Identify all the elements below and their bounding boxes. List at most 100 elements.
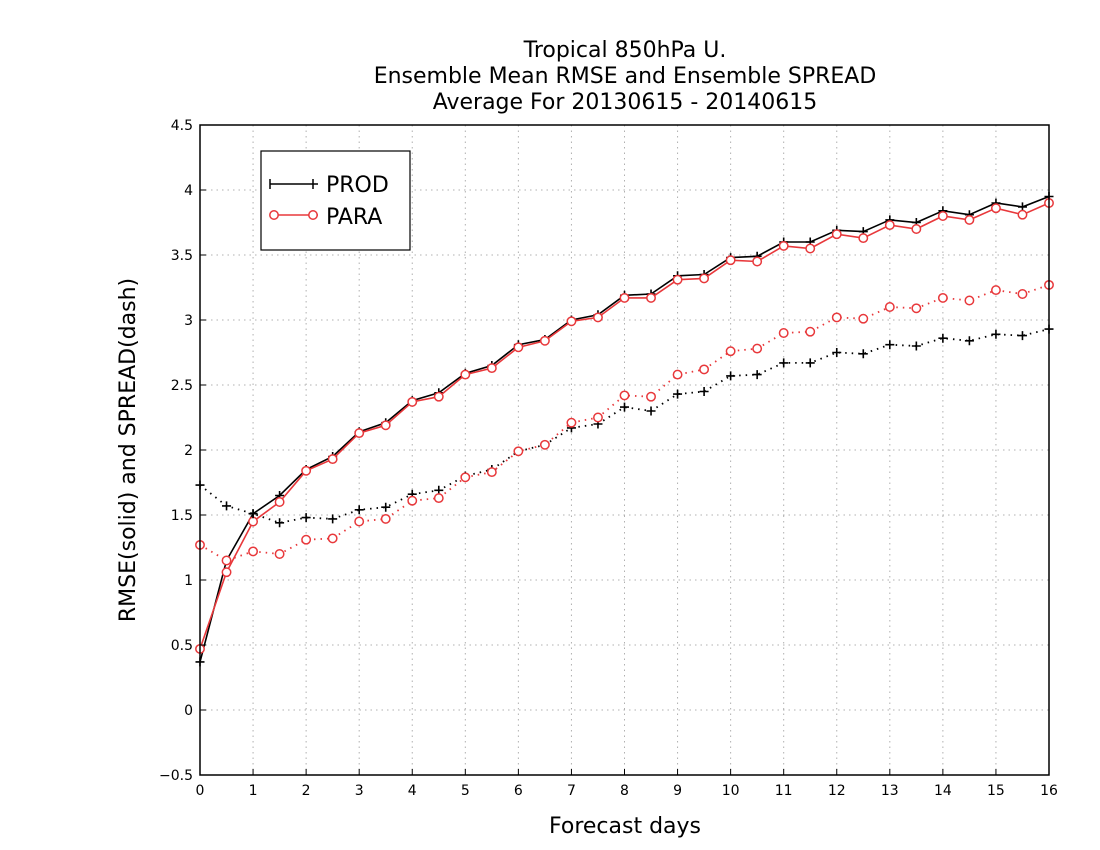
legend: PROD PARA bbox=[260, 150, 411, 251]
data-point-para-rmse bbox=[646, 292, 656, 303]
legend-prod-label: PROD bbox=[326, 173, 389, 198]
y-tick-label: 4.5 bbox=[171, 118, 193, 134]
data-point-para-rmse bbox=[380, 420, 391, 431]
data-point-para-rmse bbox=[937, 211, 948, 221]
data-point-para-spread bbox=[725, 346, 736, 357]
x-tick-label: 15 bbox=[987, 783, 1005, 799]
data-point-prod-spread bbox=[646, 406, 656, 416]
data-point-para-spread bbox=[752, 343, 763, 354]
data-point-prod-spread bbox=[673, 389, 683, 399]
y-tick-label: 3 bbox=[184, 313, 193, 329]
data-point-para-rmse bbox=[593, 312, 603, 323]
x-tick-label: 7 bbox=[567, 783, 576, 799]
data-point-para-spread bbox=[884, 302, 895, 312]
x-tick-label: 2 bbox=[302, 783, 311, 799]
data-point-prod-spread bbox=[991, 329, 1001, 339]
data-point-para-rmse bbox=[301, 465, 312, 476]
data-point-para-rmse bbox=[699, 273, 710, 284]
data-point-para-rmse bbox=[805, 243, 816, 254]
data-point-para-spread bbox=[513, 446, 524, 457]
data-point-para-spread bbox=[593, 412, 603, 423]
data-point-para-rmse bbox=[248, 516, 259, 527]
data-point-para-spread bbox=[433, 493, 444, 504]
y-tick-label: 0.5 bbox=[171, 638, 193, 654]
data-point-para-spread bbox=[539, 439, 550, 450]
data-point-para-spread bbox=[354, 516, 365, 527]
data-point-para-rmse bbox=[539, 335, 550, 346]
data-point-para-spread bbox=[778, 328, 789, 338]
data-point-para-rmse bbox=[725, 255, 736, 266]
y-tick-label: 2.5 bbox=[171, 378, 193, 394]
grid bbox=[200, 125, 1049, 775]
data-point-para-spread bbox=[301, 534, 312, 545]
y-tick-label: 3.5 bbox=[171, 248, 193, 264]
x-tick-label: 14 bbox=[934, 783, 952, 799]
data-point-prod-spread bbox=[911, 341, 921, 351]
data-point-prod-spread bbox=[805, 358, 815, 368]
data-point-para-rmse bbox=[433, 391, 444, 402]
data-point-prod-spread bbox=[381, 502, 391, 512]
data-point-para-spread bbox=[805, 326, 816, 337]
data-point-prod-spread bbox=[832, 348, 842, 357]
data-point-para-spread bbox=[460, 472, 471, 483]
chart-title-line-3: Average For 20130615 - 20140615 bbox=[433, 90, 818, 115]
data-point-para-rmse bbox=[990, 203, 1001, 214]
chart-title-line-1: Tropical 850hPa U. bbox=[523, 38, 727, 63]
data-point-prod-spread bbox=[938, 333, 948, 343]
data-point-para-rmse bbox=[619, 292, 630, 303]
data-point-para-spread bbox=[619, 390, 630, 401]
axis-ticks: 0 1 2 3 4 5 6 7 8 9 10 11 12 13 14 15 16−0.500.511.522.5… bbox=[159, 118, 1058, 799]
data-point-prod-spread bbox=[328, 514, 338, 524]
data-point-para-spread bbox=[911, 303, 922, 314]
data-point-para-spread bbox=[964, 295, 975, 306]
data-point-prod-spread bbox=[275, 518, 285, 528]
data-point-para-spread bbox=[1017, 289, 1028, 299]
data-point-para-spread bbox=[221, 555, 232, 566]
series-para-spread bbox=[195, 279, 1054, 566]
data-point-para-rmse bbox=[1017, 209, 1028, 220]
data-point-prod-spread bbox=[858, 349, 868, 359]
data-point-para-spread bbox=[699, 364, 710, 375]
x-tick-label: 8 bbox=[620, 783, 629, 799]
legend-para-circle-marker bbox=[269, 210, 279, 220]
y-tick-label: 1 bbox=[184, 573, 193, 589]
data-point-para-rmse bbox=[327, 454, 338, 465]
x-tick-label: 3 bbox=[355, 783, 364, 799]
data-point-para-spread bbox=[380, 513, 391, 524]
data-point-prod-spread bbox=[301, 513, 311, 523]
data-point-para-rmse bbox=[778, 240, 789, 251]
y-axis-title: RMSE(solid) and SPREAD(dash) bbox=[116, 278, 141, 622]
data-point-para-spread bbox=[646, 391, 656, 402]
data-point-prod-spread bbox=[620, 402, 629, 412]
x-tick-label: 12 bbox=[828, 783, 846, 799]
data-point-prod-spread bbox=[354, 505, 364, 515]
data-point-prod-spread bbox=[779, 358, 789, 368]
data-point-para-spread bbox=[486, 467, 497, 478]
legend-para-label: PARA bbox=[326, 205, 382, 230]
data-point-para-rmse bbox=[221, 567, 232, 578]
y-tick-label: 2 bbox=[184, 443, 193, 459]
series-para-rmse bbox=[195, 198, 1054, 654]
y-tick-label: 1.5 bbox=[171, 508, 193, 524]
data-point-prod-spread bbox=[726, 371, 736, 381]
data-point-para-spread bbox=[327, 533, 338, 544]
x-tick-label: 6 bbox=[514, 783, 523, 799]
legend-box bbox=[260, 150, 411, 251]
data-point-para-rmse bbox=[486, 363, 497, 374]
data-point-para-rmse bbox=[831, 229, 842, 240]
data-point-para-rmse bbox=[911, 224, 922, 234]
x-tick-label: 0 bbox=[196, 783, 205, 799]
data-point-para-rmse bbox=[274, 497, 285, 507]
data-point-prod-spread bbox=[699, 387, 709, 396]
y-tick-label: −0.5 bbox=[159, 768, 193, 784]
x-tick-label: 16 bbox=[1040, 783, 1058, 799]
data-point-para-spread bbox=[672, 369, 683, 380]
data-point-para-rmse bbox=[884, 220, 895, 231]
plot-series bbox=[195, 192, 1054, 667]
y-tick-label: 0 bbox=[184, 703, 193, 719]
x-tick-label: 9 bbox=[673, 783, 682, 799]
x-axis-title: Forecast days bbox=[549, 814, 701, 839]
x-tick-label: 1 bbox=[249, 783, 258, 799]
data-point-para-rmse bbox=[354, 428, 365, 439]
